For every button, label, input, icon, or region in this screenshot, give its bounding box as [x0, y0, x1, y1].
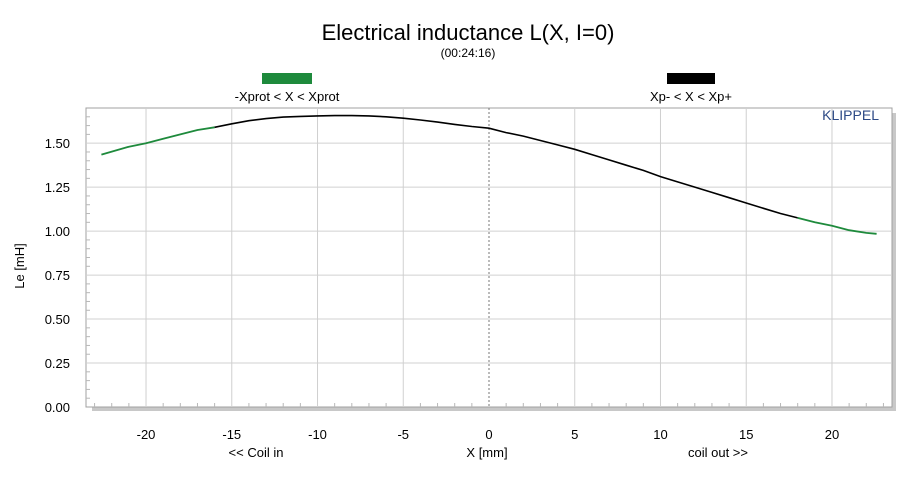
grid [86, 108, 892, 407]
y-axis-label: Le [mH] [12, 243, 27, 289]
chart-subtitle: (00:24:16) [441, 46, 496, 60]
y-tick-label: 1.25 [45, 180, 70, 195]
x-axis-label: X [mm] [466, 445, 507, 460]
x-tick-label: -10 [308, 427, 327, 442]
series-line-outer-right [797, 217, 877, 235]
x-note-coil-out: coil out >> [688, 445, 748, 460]
legend-label-inner: Xp- < X < Xp+ [650, 89, 732, 104]
y-tick-label: 1.50 [45, 136, 70, 151]
series-line-inner [214, 114, 798, 219]
legend: -Xprot < X < Xprot Xp- < X < Xp+ [235, 73, 732, 104]
y-tick-label: 0.75 [45, 268, 70, 283]
x-tick-label: 0 [485, 427, 492, 442]
x-note-coil-in: << Coil in [229, 445, 284, 460]
y-tick-label: 0.25 [45, 356, 70, 371]
minor-ticks [86, 116, 884, 407]
y-tick-label: 0.00 [45, 400, 70, 415]
tick-labels: -20 -15 -10 -5 0 5 10 15 20 0.00 0.25 0.50 0.75 1.00 1… [45, 136, 840, 442]
legend-swatch-inner [667, 73, 715, 84]
legend-swatch-outer [262, 73, 312, 84]
legend-label-outer: -Xprot < X < Xprot [235, 89, 340, 104]
y-tick-label: 0.50 [45, 312, 70, 327]
x-tick-label: 10 [653, 427, 667, 442]
x-tick-label: -20 [137, 427, 156, 442]
chart-title: Electrical inductance L(X, I=0) [322, 20, 615, 45]
series-line-outer-left [101, 126, 215, 156]
y-tick-label: 1.00 [45, 224, 70, 239]
x-tick-label: 15 [739, 427, 753, 442]
series [101, 114, 877, 235]
x-tick-label: -5 [397, 427, 409, 442]
x-tick-label: -15 [222, 427, 241, 442]
x-tick-label: 20 [825, 427, 839, 442]
brand-logo: KLIPPEL [822, 107, 879, 123]
x-tick-label: 5 [571, 427, 578, 442]
